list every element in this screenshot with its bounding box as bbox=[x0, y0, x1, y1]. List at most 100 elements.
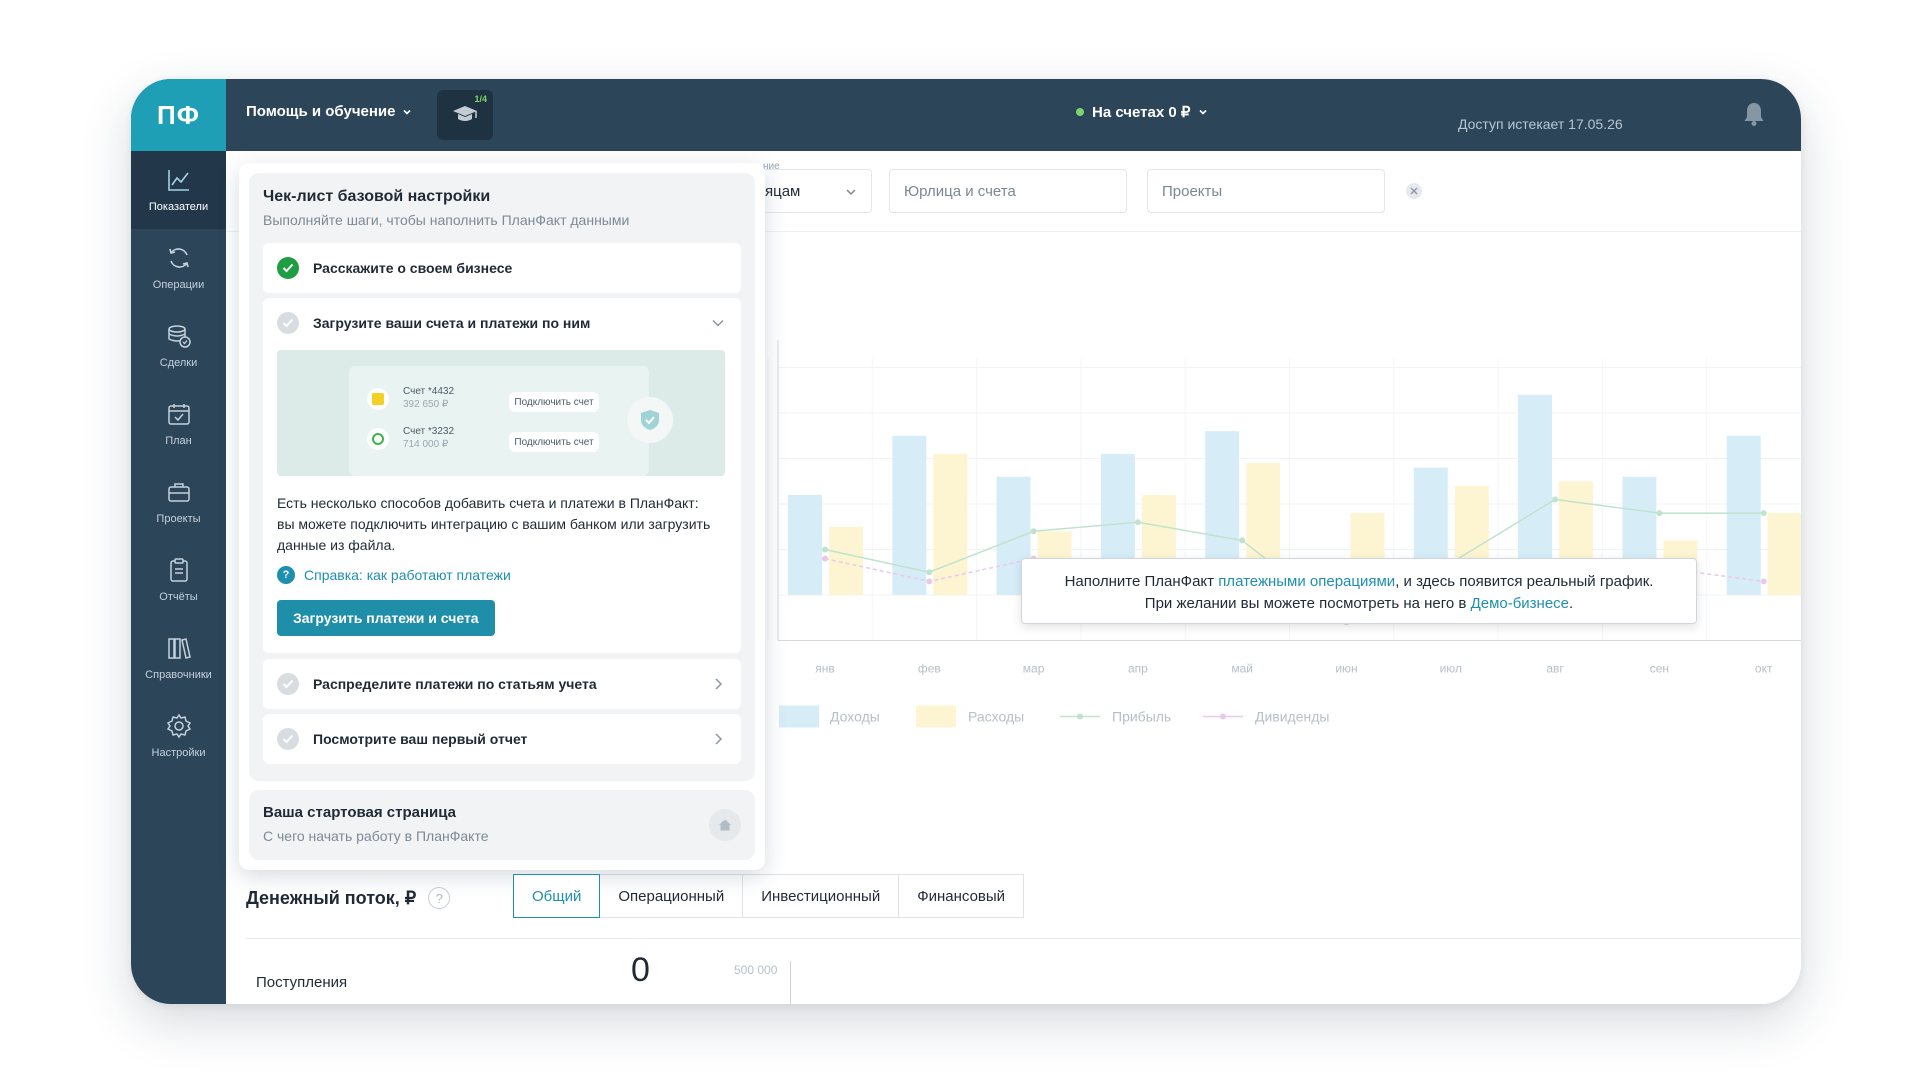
legend-label: Дивиденды bbox=[1255, 709, 1329, 725]
help-menu-label: Помощь и обучение bbox=[246, 103, 396, 120]
dividends-line-point bbox=[926, 578, 933, 585]
bank-logo-icon bbox=[367, 388, 389, 410]
account-row: Счет *4432 392 650 ₽ bbox=[367, 386, 577, 412]
axis-tick: 500 000 bbox=[734, 963, 778, 977]
profit-line-point bbox=[1760, 510, 1767, 517]
connect-account-button: Подключить счет bbox=[509, 432, 599, 452]
x-tick-label: июн bbox=[1335, 662, 1357, 676]
step-label: Расскажите о своем бизнесе bbox=[313, 260, 513, 276]
demo-business-link[interactable]: Демо-бизнесе bbox=[1470, 595, 1570, 612]
app-window: ПФ Помощь и обучение 1/4 На счетах 0 ₽ Д… bbox=[131, 79, 1801, 1004]
bell-icon[interactable] bbox=[1743, 101, 1765, 132]
check-pending-icon bbox=[277, 673, 299, 695]
sidebar-item-label: План bbox=[165, 435, 192, 447]
chevron-right-icon bbox=[715, 733, 723, 745]
tooltip-text: Наполните ПланФакт bbox=[1064, 573, 1219, 590]
sidebar-item-projects[interactable]: Проекты bbox=[131, 463, 226, 541]
tab-investment[interactable]: Инвестиционный bbox=[742, 874, 900, 918]
learning-button[interactable]: 1/4 bbox=[437, 90, 493, 140]
accounts-illustration: Счет *4432 392 650 ₽ Подключить счет Сче… bbox=[277, 350, 725, 476]
x-tick-label: окт bbox=[1755, 662, 1773, 676]
clipboard-icon bbox=[169, 558, 188, 582]
legend-swatch-dividends-dot bbox=[1220, 713, 1226, 720]
account-name: Счет *3232 bbox=[403, 426, 455, 437]
account-sum: 392 650 ₽ bbox=[403, 399, 449, 410]
tooltip-text: При желании вы можете посмотреть на него… bbox=[1144, 595, 1471, 612]
sidebar-item-settings[interactable]: Настройки bbox=[131, 697, 226, 775]
help-link-label: Справка: как работают платежи bbox=[304, 567, 511, 583]
checklist-step[interactable]: Распределите платежи по статьям учета bbox=[263, 659, 741, 709]
check-pending-icon bbox=[277, 312, 299, 334]
dividends-line-point bbox=[1760, 578, 1767, 585]
x-tick-label: мар bbox=[1023, 662, 1045, 676]
tab-financial[interactable]: Финансовый bbox=[898, 874, 1025, 918]
inflow-label: Поступления bbox=[256, 974, 348, 991]
check-pending-icon bbox=[277, 728, 299, 750]
question-icon: ? bbox=[277, 566, 295, 584]
account-name: Счет *4432 bbox=[403, 386, 455, 397]
gear-icon bbox=[166, 713, 191, 739]
clear-filters-icon[interactable] bbox=[1406, 183, 1422, 199]
expense-bar bbox=[933, 453, 968, 595]
start-page-card[interactable]: Ваша стартовая страница С чего начать ра… bbox=[249, 790, 755, 860]
briefcase-icon bbox=[167, 483, 190, 502]
graduation-cap-icon bbox=[453, 106, 477, 121]
checklist-step[interactable]: Расскажите о своем бизнесе bbox=[263, 243, 741, 293]
divider bbox=[226, 231, 1801, 232]
sidebar-item-deals[interactable]: Сделки bbox=[131, 307, 226, 385]
legal-entities-select[interactable]: Юрлица и счета bbox=[889, 169, 1127, 213]
projects-select[interactable]: Проекты bbox=[1147, 169, 1385, 213]
profit-line-point bbox=[822, 546, 828, 553]
step-label: Посмотрите ваш первый отчет bbox=[313, 731, 528, 747]
books-icon bbox=[167, 638, 191, 659]
grouping-select[interactable]: яцам bbox=[736, 169, 872, 213]
calendar-icon bbox=[167, 404, 190, 425]
help-icon[interactable]: ? bbox=[428, 887, 451, 909]
sidebar-item-plan[interactable]: План bbox=[131, 385, 226, 463]
tab-operational[interactable]: Операционный bbox=[599, 874, 744, 918]
step-header: Расскажите о своем бизнесе bbox=[263, 243, 741, 293]
grouping-value: яцам bbox=[765, 182, 801, 200]
x-tick-label: янв bbox=[815, 662, 835, 676]
x-tick-label: июл bbox=[1440, 662, 1462, 676]
illustration-backdrop bbox=[349, 366, 649, 476]
divider bbox=[246, 938, 1801, 939]
upload-payments-button[interactable]: Загрузить платежи и счета bbox=[277, 600, 495, 636]
expense-bar bbox=[1767, 513, 1801, 595]
checklist-step-expanded: Загрузите ваши счета и платежи по ним Сч… bbox=[263, 298, 741, 653]
help-link[interactable]: ? Справка: как работают платежи bbox=[277, 566, 511, 584]
check-done-icon bbox=[277, 257, 299, 279]
legend-swatch-income bbox=[779, 705, 819, 728]
step-header[interactable]: Загрузите ваши счета и платежи по ним bbox=[263, 298, 741, 348]
sidebar-item-label: Отчёты bbox=[159, 591, 198, 603]
payment-operations-link[interactable]: платежными операциями bbox=[1218, 573, 1396, 590]
profit-line-point bbox=[1552, 496, 1559, 503]
tab-general[interactable]: Общий bbox=[513, 874, 601, 918]
status-dot bbox=[1076, 108, 1084, 116]
sidebar-item-indicators[interactable]: Показатели bbox=[131, 151, 226, 229]
logo[interactable]: ПФ bbox=[131, 79, 226, 151]
bank-logo-icon bbox=[367, 428, 389, 450]
legend-swatch-expense bbox=[916, 705, 956, 728]
sidebar-item-operations[interactable]: Операции bbox=[131, 229, 226, 307]
x-tick-label: сен bbox=[1650, 662, 1669, 676]
help-menu[interactable]: Помощь и обучение bbox=[246, 103, 412, 120]
sidebar-item-label: Сделки bbox=[159, 357, 198, 369]
projects-placeholder: Проекты bbox=[1162, 182, 1223, 200]
legal-entities-placeholder: Юрлица и счета bbox=[904, 182, 1016, 200]
step-header: Посмотрите ваш первый отчет bbox=[263, 714, 741, 764]
sidebar-item-reports[interactable]: Отчёты bbox=[131, 541, 226, 619]
account-row: Счет *3232 714 000 ₽ bbox=[367, 426, 577, 452]
filter-caption: ние bbox=[763, 161, 780, 172]
checklist-panel: Чек-лист базовой настройки Выполняйте ша… bbox=[239, 163, 765, 870]
sidebar-item-directories[interactable]: Справочники bbox=[131, 619, 226, 697]
checklist-step[interactable]: Посмотрите ваш первый отчет bbox=[263, 714, 741, 764]
checklist-title: Чек-лист базовой настройки bbox=[263, 188, 491, 205]
balance-dropdown[interactable]: На счетах 0 ₽ bbox=[1076, 103, 1208, 121]
connect-account-button: Подключить счет bbox=[509, 392, 599, 412]
start-page-title: Ваша стартовая страница bbox=[263, 804, 457, 821]
legend-label: Доходы bbox=[830, 709, 880, 725]
refresh-icon bbox=[168, 248, 189, 268]
legend-swatch-profit-dot bbox=[1077, 713, 1083, 720]
access-expiry: Доступ истекает 17.05.26 bbox=[1458, 116, 1623, 132]
